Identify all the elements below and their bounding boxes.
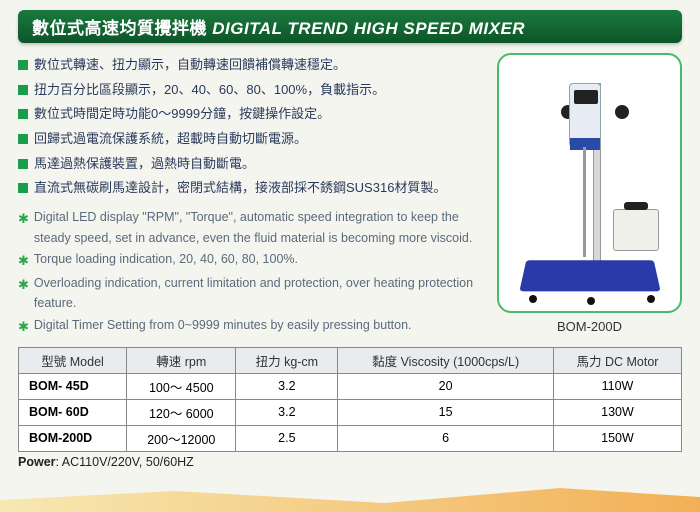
table-cell: 150W [553,425,681,451]
table-cell: 3.2 [236,373,338,399]
table-cell: 6 [338,425,554,451]
table-cell: BOM- 45D [19,373,127,399]
feature-zh-3: 回歸式過電流保護系統，超載時自動切斷電源。 [18,127,487,152]
feature-zh-2: 數位式時間定時功能0～9999分鐘，按鍵操作設定。 [18,102,487,127]
table-cell: 15 [338,399,554,425]
feature-zh-text: 回歸式過電流保護系統，超載時自動切斷電源。 [34,127,307,152]
table-row: BOM- 45D100～ 45003.220110W [19,373,682,399]
bullet-star-icon: ✱ [18,316,29,337]
table-header: 型號 Model [19,347,127,373]
feature-en-3: ✱Digital Timer Setting from 0~9999 minut… [18,315,487,337]
title-en: DIGITAL TREND HIGH SPEED MIXER [212,19,525,38]
feature-zh-text: 數位式轉速、扭力顯示，自動轉速回饋補償轉速穩定。 [34,53,346,78]
feature-en-0: ✱Digital LED display "RPM", "Torque", au… [18,207,487,248]
feature-en-text: Torque loading indication, 20, 40, 60, 8… [34,249,298,270]
bullet-star-icon: ✱ [18,208,29,229]
power-value: : AC110V/220V, 50/60HZ [56,455,194,469]
power-label: Power [18,455,56,469]
feature-zh-5: 直流式無碳刷馬達設計，密閉式結構，接液部採不銹鋼SUS316材質製。 [18,176,487,201]
spec-table: 型號 Model轉速 rpm扭力 kg-cm黏度 Viscosity (1000… [18,347,682,452]
bullet-square-icon [18,85,28,95]
table-cell: BOM- 60D [19,399,127,425]
title-bar: 數位式高速均質攪拌機 DIGITAL TREND HIGH SPEED MIXE… [18,10,682,43]
feature-en-2: ✱Overloading indication, current limitat… [18,273,487,314]
power-note: Power: AC110V/220V, 50/60HZ [18,455,682,469]
feature-zh-text: 數位式時間定時功能0～9999分鐘，按鍵操作設定。 [34,102,330,127]
feature-zh-1: 扭力百分比區段顯示，20、40、60、80、100%，負載指示。 [18,78,487,103]
product-photo [497,53,682,313]
table-cell: 120～ 6000 [127,399,236,425]
feature-en-text: Overloading indication, current limitati… [34,273,487,314]
feature-zh-text: 馬達過熱保護裝置，過熱時自動斷電。 [34,152,255,177]
feature-list-zh: 數位式轉速、扭力顯示，自動轉速回饋補償轉速穩定。扭力百分比區段顯示，20、40、… [18,53,487,201]
table-cell: 110W [553,373,681,399]
feature-en-text: Digital LED display "RPM", "Torque", aut… [34,207,487,248]
feature-zh-text: 直流式無碳刷馬達設計，密閉式結構，接液部採不銹鋼SUS316材質製。 [34,176,446,201]
bullet-star-icon: ✱ [18,274,29,295]
bullet-square-icon [18,183,28,193]
feature-zh-0: 數位式轉速、扭力顯示，自動轉速回饋補償轉速穩定。 [18,53,487,78]
bullet-square-icon [18,109,28,119]
photo-caption: BOM-200D [497,319,682,334]
table-header: 轉速 rpm [127,347,236,373]
bullet-square-icon [18,159,28,169]
bullet-square-icon [18,134,28,144]
bullet-star-icon: ✱ [18,250,29,271]
feature-zh-4: 馬達過熱保護裝置，過熱時自動斷電。 [18,152,487,177]
feature-zh-text: 扭力百分比區段顯示，20、40、60、80、100%，負載指示。 [34,78,385,103]
table-cell: 200～12000 [127,425,236,451]
table-header: 黏度 Viscosity (1000cps/L) [338,347,554,373]
table-header: 扭力 kg-cm [236,347,338,373]
bullet-square-icon [18,60,28,70]
feature-en-1: ✱Torque loading indication, 20, 40, 60, … [18,249,487,271]
title-zh: 數位式高速均質攪拌機 [32,19,207,38]
table-cell: 130W [553,399,681,425]
table-cell: 20 [338,373,554,399]
table-cell: 2.5 [236,425,338,451]
table-header: 馬力 DC Motor [553,347,681,373]
table-row: BOM-200D200～120002.56150W [19,425,682,451]
table-row: BOM- 60D120～ 60003.215130W [19,399,682,425]
feature-list-en: ✱Digital LED display "RPM", "Torque", au… [18,207,487,337]
table-cell: BOM-200D [19,425,127,451]
feature-en-text: Digital Timer Setting from 0~9999 minute… [34,315,412,336]
table-cell: 3.2 [236,399,338,425]
table-cell: 100～ 4500 [127,373,236,399]
